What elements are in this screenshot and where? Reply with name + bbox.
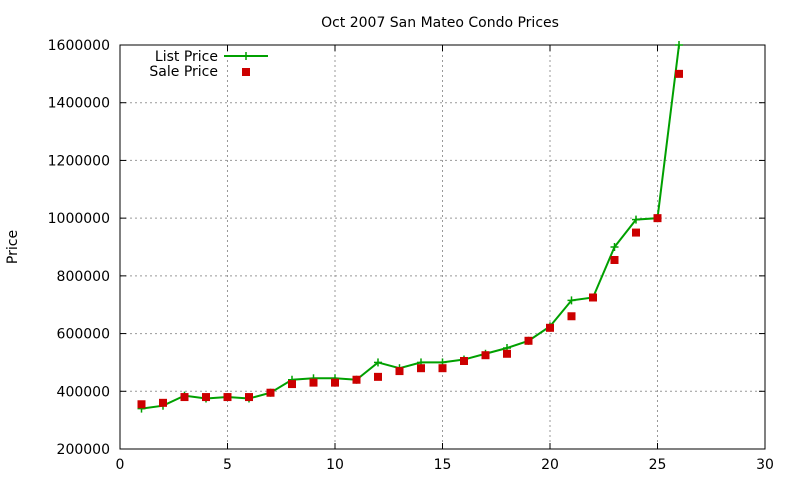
sale-price-point: [374, 372, 382, 381]
list-price-point: [567, 296, 576, 305]
list-price-point: [632, 215, 640, 224]
sale-price-point: [675, 69, 683, 78]
x-tick-label: 5: [223, 457, 232, 473]
list-price-point: [675, 41, 683, 49]
x-tick-label: 10: [326, 457, 344, 473]
list-price-point: [610, 243, 619, 251]
sale-price-point: [567, 312, 576, 321]
sale-price-point: [460, 356, 468, 365]
y-tick-label: 800000: [57, 269, 110, 285]
axis-ticks: 0 5 10 15 20 25 30 200000 400000 600000 800000 1000…: [48, 38, 774, 473]
legend-marker-sale-price: [242, 68, 250, 76]
sale-price-point: [653, 214, 662, 223]
sale-price-point: [245, 393, 253, 402]
list-price-line: [141, 44, 680, 410]
sale-price-point: [309, 378, 318, 387]
x-tick-label: 30: [756, 457, 774, 473]
sale-price-point: [610, 255, 619, 264]
grid-lines: [120, 45, 765, 449]
sale-price-point: [438, 364, 447, 373]
y-axis-label: Price: [5, 230, 21, 264]
x-tick-label: 0: [116, 457, 125, 473]
sale-price-point: [137, 400, 146, 409]
legend-label-sale-price: Sale Price: [149, 64, 218, 80]
x-tick-label: 25: [649, 457, 667, 473]
sale-price-point: [632, 228, 640, 237]
y-tick-label: 1400000: [48, 96, 110, 112]
sale-price-point: [223, 393, 232, 402]
sale-price-point: [524, 336, 533, 345]
sale-price-point: [546, 323, 554, 332]
list-price-point: [374, 358, 382, 367]
sale-price-point: [503, 349, 511, 358]
legend-marker-list-price: [242, 52, 250, 60]
y-tick-label: 200000: [57, 442, 110, 458]
sale-price-point: [288, 380, 296, 389]
y-tick-label: 400000: [57, 384, 110, 400]
x-tick-label: 20: [541, 457, 559, 473]
series-layer: [137, 41, 683, 413]
y-tick-label: 1200000: [48, 153, 110, 169]
sale-price-point: [352, 375, 361, 384]
sale-price-point: [331, 378, 339, 387]
sale-price-point: [417, 364, 425, 373]
sale-price-point: [266, 388, 275, 397]
sale-price-point: [395, 367, 404, 376]
sale-price-point: [481, 351, 490, 360]
y-tick-label: 1000000: [48, 211, 110, 227]
sale-price-point: [589, 293, 597, 302]
legend-label-list-price: List Price: [155, 49, 218, 65]
sale-price-point: [180, 393, 189, 402]
y-tick-label: 1600000: [48, 38, 110, 54]
x-tick-label: 15: [434, 457, 452, 473]
y-tick-label: 600000: [57, 327, 110, 343]
sale-price-point: [202, 393, 210, 402]
chart-title: Oct 2007 San Mateo Condo Prices: [321, 15, 559, 31]
sale-price-point: [159, 398, 167, 407]
